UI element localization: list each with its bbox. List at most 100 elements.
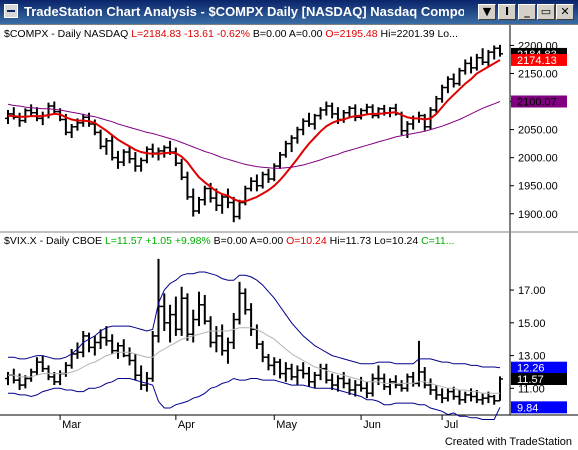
window-title: TradeStation Chart Analysis - $COMPX Dai… [24, 4, 464, 19]
ohlc-bar [184, 171, 191, 200]
value-tag: 2100.07 [511, 95, 567, 108]
ohlc-bar [317, 107, 324, 120]
ohlc-bar [109, 135, 116, 161]
ohlc-bar [294, 365, 301, 386]
y-tick-label: 11.00 [518, 383, 545, 395]
ohlc-bar [161, 293, 168, 331]
ohlc-bar [155, 258, 162, 343]
ohlc-bar [51, 371, 58, 386]
header-b: B=0.00 [211, 235, 248, 247]
ohlc-bar [282, 362, 289, 382]
ohlc-bar [22, 108, 29, 123]
toolbar-toggle-button[interactable]: I [498, 4, 516, 20]
ohlc-bar [329, 373, 336, 390]
ohlc-bar [433, 95, 440, 113]
ohlc-bar [450, 386, 457, 400]
ohlc-bar [259, 171, 266, 189]
ohlc-bar [248, 303, 255, 336]
ohlc-bar [300, 362, 307, 379]
ohlc-bar [323, 363, 330, 384]
ohlc-bar [190, 188, 197, 217]
ohlc-bar [404, 373, 411, 392]
ohlc-bar [16, 373, 23, 390]
ohlc-bar [230, 196, 237, 223]
ohlc-bar [358, 108, 365, 120]
indicator-line-band-mid [8, 327, 500, 394]
ohlc-bar [178, 286, 185, 336]
y-tick-label: 2050.00 [518, 125, 558, 137]
header-low: Lo... [435, 28, 458, 40]
ohlc-bar [294, 126, 301, 144]
minimize-button[interactable]: _ [518, 4, 536, 20]
indicator-line-fast [7, 59, 501, 203]
ohlc-bar [207, 316, 214, 348]
ohlc-bar [300, 118, 307, 136]
ohlc-bar [311, 113, 318, 130]
header-open: O=10.24 [283, 235, 327, 247]
ohlc-bar [404, 121, 411, 139]
ohlc-bar [224, 188, 231, 209]
ohlc-bar [242, 288, 249, 315]
nasdaq-price-panel[interactable]: 2200.002150.002100.002050.002000.001950.… [4, 28, 567, 223]
ohlc-bar [190, 309, 197, 343]
ohlc-bar [45, 365, 52, 381]
ohlc-bar [381, 373, 388, 390]
ohlc-bar [305, 367, 312, 387]
ohlc-bar [143, 371, 150, 392]
value-tag-label: 9.84 [517, 402, 538, 414]
ohlc-bar [271, 163, 278, 182]
window-titlebar[interactable]: TradeStation Chart Analysis - $COMPX Dai… [0, 0, 578, 24]
dropdown-button[interactable]: ▼ [478, 4, 496, 20]
ohlc-bar [103, 138, 110, 155]
ohlc-bar [456, 389, 463, 405]
y-tick-label: 15.00 [518, 318, 546, 330]
ohlc-bar [462, 59, 469, 75]
plot-background [0, 25, 510, 415]
ohlc-bar [248, 177, 255, 192]
indicator-line-band-upper [8, 271, 501, 369]
ohlc-bar [86, 332, 93, 353]
ohlc-bar [427, 378, 434, 395]
close-button[interactable]: ✕ [556, 4, 574, 20]
header-symbol: $VIX.X - Daily [4, 235, 70, 247]
ohlc-bar [230, 312, 237, 350]
header-high: Hi=2201.39 [378, 28, 435, 40]
ohlc-bar [219, 194, 226, 214]
ohlc-bar [479, 48, 486, 66]
ohlc-bar [265, 168, 272, 183]
maximize-button[interactable]: ▭ [537, 4, 555, 20]
ohlc-bar [456, 67, 463, 86]
ohlc-bar [80, 331, 87, 358]
header-last: L=11.57 [102, 235, 143, 247]
ohlc-bar [51, 101, 58, 114]
y-tick-label: 13.00 [518, 351, 546, 363]
ohlc-bar [114, 150, 121, 169]
ohlc-bar [433, 385, 440, 400]
header-change: +1.05 [142, 235, 172, 247]
ohlc-bar [224, 337, 231, 364]
y-tick-label: 1900.00 [518, 209, 558, 221]
ohlc-bar [358, 376, 365, 392]
ohlc-bar [311, 371, 318, 389]
value-tag-box [511, 361, 567, 374]
header-low: Lo=10.24 [371, 235, 418, 247]
ohlc-bar [201, 185, 208, 206]
value-tag: 12.26 [511, 361, 567, 375]
ohlc-bar [138, 157, 145, 172]
ohlc-bar [109, 334, 116, 354]
ohlc-bar [265, 353, 272, 371]
ohlc-bar [398, 380, 405, 392]
panel-header: $VIX.X - Daily CBOE L=11.57 +1.05 +9.98%… [4, 235, 454, 247]
header-exchange: CBOE [69, 235, 102, 247]
ohlc-bar [28, 368, 35, 382]
ohlc-bar [491, 45, 498, 60]
header-pct: -0.62% [214, 28, 250, 40]
chart-area[interactable]: 2200.002150.002100.002050.002000.001950.… [0, 24, 578, 436]
ohlc-bar [497, 44, 503, 57]
ohlc-bar [387, 378, 394, 395]
value-tag-label: 12.26 [517, 363, 545, 375]
ohlc-bar [120, 339, 127, 358]
x-tick-label: Apr [178, 419, 195, 431]
chart-svg[interactable]: 2200.002150.002100.002050.002000.001950.… [0, 25, 578, 437]
